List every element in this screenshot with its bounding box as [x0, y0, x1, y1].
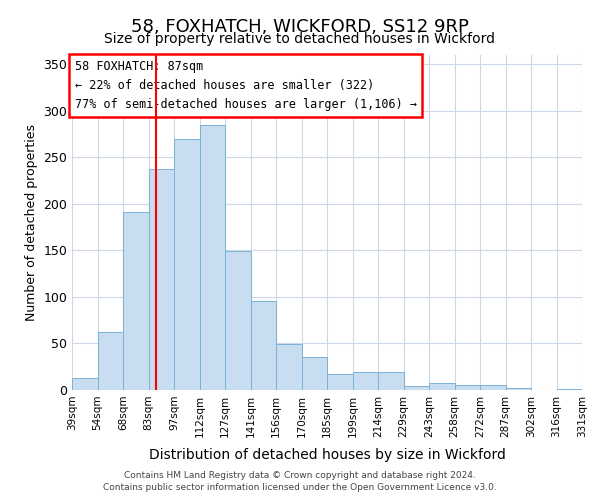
Text: 58 FOXHATCH: 87sqm
← 22% of detached houses are smaller (322)
77% of semi-detach: 58 FOXHATCH: 87sqm ← 22% of detached hou… [74, 60, 416, 111]
Text: 58, FOXHATCH, WICKFORD, SS12 9RP: 58, FOXHATCH, WICKFORD, SS12 9RP [131, 18, 469, 36]
Bar [455, 386, 480, 390]
Bar [505, 388, 531, 390]
Text: Contains HM Land Registry data © Crown copyright and database right 2024.
Contai: Contains HM Land Registry data © Crown c… [103, 471, 497, 492]
Bar [480, 386, 505, 390]
Bar [174, 138, 199, 390]
Bar [199, 125, 225, 390]
Bar [327, 374, 353, 390]
Bar [97, 332, 123, 390]
Bar [251, 300, 276, 390]
Bar [276, 344, 302, 390]
Bar [378, 372, 404, 390]
Bar [429, 382, 455, 390]
Bar [404, 386, 429, 390]
Bar [123, 212, 149, 390]
Bar [149, 168, 174, 390]
Text: Size of property relative to detached houses in Wickford: Size of property relative to detached ho… [104, 32, 496, 46]
Bar [353, 372, 378, 390]
Bar [302, 358, 327, 390]
Y-axis label: Number of detached properties: Number of detached properties [25, 124, 38, 321]
Bar [557, 389, 582, 390]
Bar [72, 378, 97, 390]
Bar [225, 252, 251, 390]
X-axis label: Distribution of detached houses by size in Wickford: Distribution of detached houses by size … [149, 448, 505, 462]
